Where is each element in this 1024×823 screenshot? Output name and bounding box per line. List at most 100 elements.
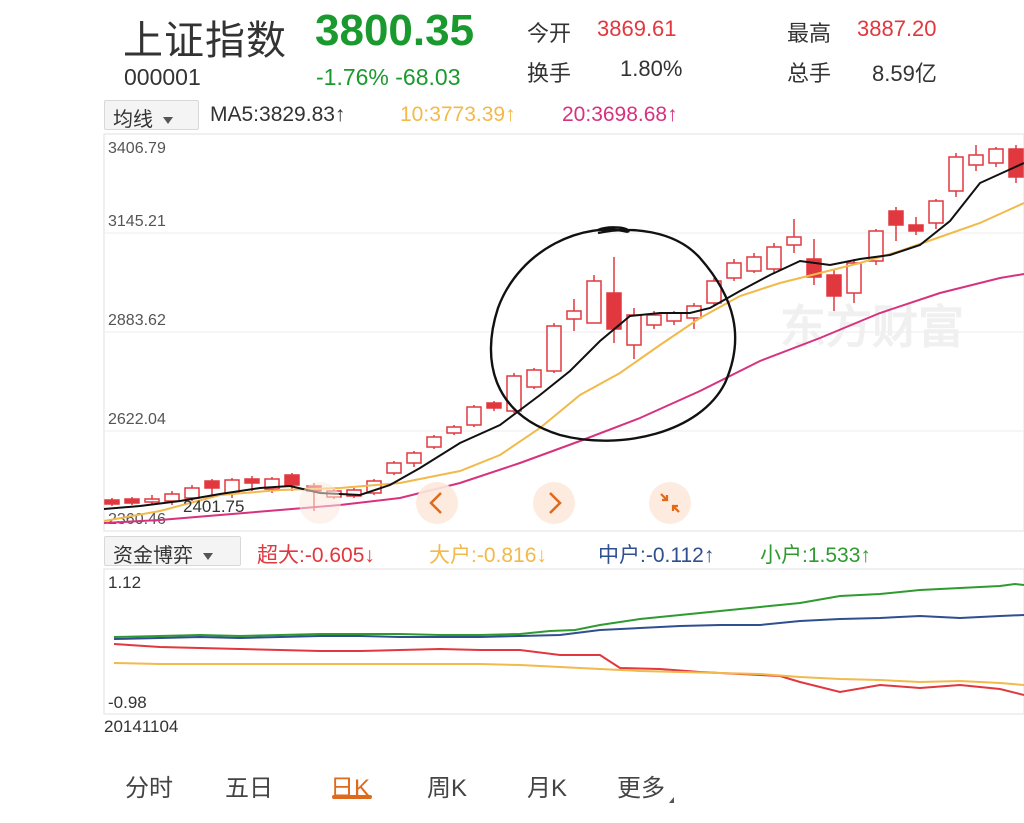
tab-intraday[interactable]: 分时 [125, 775, 173, 802]
current-price: 3800.35 [315, 6, 475, 55]
period-tab-bar: 分时 五日 日K 周K 月K 更多 [0, 750, 1024, 823]
collapse-icon [660, 493, 680, 513]
candle-body [164, 493, 180, 502]
quote-header: 上证指数 000001 3800.35 -1.76% -68.03 今开 386… [0, 0, 1024, 100]
capital-flow-chart[interactable]: 1.12 -0.98 20141104 [0, 568, 1024, 743]
indicator-select-label: 均线 [113, 109, 153, 131]
y-tick-label: 2883.62 [108, 312, 166, 329]
candle-body [666, 312, 682, 322]
capital-y-max: 1.12 [108, 573, 141, 592]
ma5-value: MA5:3829.83↑ [210, 103, 346, 126]
candle-body [726, 262, 742, 279]
y-tick-label: 3406.79 [108, 140, 166, 157]
ma10-value: 10:3773.39↑ [400, 103, 516, 126]
index-name: 上证指数 [123, 19, 287, 63]
capital-y-min: -0.98 [108, 693, 147, 712]
watermark: 东方财富 [780, 300, 964, 354]
tab-more-label: 更多 [617, 775, 665, 802]
active-tab-indicator [332, 795, 372, 799]
medium-value: 中户:-0.112↑ [598, 544, 715, 567]
candle-body [466, 406, 482, 426]
collapse-button[interactable] [649, 482, 691, 524]
capital-select[interactable]: 资金博弈 [104, 536, 241, 567]
turnover-value: 1.80% [620, 56, 683, 81]
capital-plot-frame [103, 568, 1024, 715]
candle-body [124, 498, 140, 504]
candle-body [888, 210, 904, 226]
candle-body [506, 375, 522, 412]
candle-body [526, 369, 542, 388]
candle-body [706, 280, 722, 304]
candle-body [1008, 148, 1024, 178]
large-line [113, 662, 1024, 686]
candle-body [406, 452, 422, 464]
candle-body [948, 156, 964, 192]
candle-body [546, 325, 562, 372]
price-change: -1.76% -68.03 [316, 64, 461, 90]
low-annotation: 2401.75 [183, 497, 244, 516]
candle-body [566, 310, 582, 320]
y-tick-label: 3145.21 [108, 213, 166, 230]
candle-body [766, 246, 782, 270]
index-code: 000001 [124, 64, 201, 90]
candle-body [346, 489, 362, 497]
high-value: 3887.20 [857, 16, 937, 41]
chevron-left-icon [429, 492, 442, 514]
scroll-hint-left [299, 482, 341, 524]
caret-icon [669, 797, 674, 803]
candle-body [386, 462, 402, 474]
ma20-value: 20:3698.68↑ [562, 103, 678, 126]
candle-body [928, 200, 944, 224]
volume-value: 8.59亿 [872, 61, 937, 86]
open-value: 3869.61 [597, 16, 677, 41]
candle-body [826, 274, 842, 297]
large-value: 大户:-0.816↓ [429, 544, 547, 567]
volume-label: 总手 [787, 61, 832, 86]
small-value: 小户:1.533↑ [760, 544, 871, 567]
candle-body [908, 224, 924, 232]
candle-body [486, 402, 502, 409]
candle-body [586, 280, 602, 324]
super-large-value: 超大:-0.605↓ [257, 544, 375, 567]
candle-body [626, 314, 642, 346]
candle-body [284, 474, 300, 486]
indicator-select[interactable]: 均线 [104, 100, 199, 131]
candle-body [968, 154, 984, 166]
tab-five-day[interactable]: 五日 [225, 775, 273, 802]
candle-body [846, 262, 862, 294]
hand-drawn-circle [489, 226, 737, 442]
candle-body [786, 236, 802, 246]
scroll-left-button[interactable] [416, 482, 458, 524]
candle-body [426, 436, 442, 448]
y-tick-label: 2360.46 [108, 511, 166, 528]
open-label: 今开 [527, 21, 572, 46]
ma20-line [103, 273, 1024, 524]
candle-body [264, 478, 280, 490]
high-label: 最高 [787, 21, 832, 46]
capital-date: 20141104 [104, 717, 178, 736]
candle-body [868, 230, 884, 262]
super-large-line [113, 643, 1024, 696]
capital-select-label: 资金博弈 [113, 545, 193, 567]
candle-body [646, 314, 662, 326]
medium-line [113, 614, 1024, 640]
tab-weekly-k[interactable]: 周K [427, 775, 468, 802]
candle-body [746, 256, 762, 272]
kline-chart[interactable]: 东方财富 3406.79 3145.21 2883.62 2622.04 236… [0, 133, 1024, 533]
candle-body [144, 498, 160, 503]
caret-down-icon [203, 553, 213, 561]
small-line [113, 582, 1024, 638]
ma5-line [103, 162, 1024, 510]
candle-body [988, 148, 1004, 164]
candle-body [446, 426, 462, 434]
chevron-right-icon [549, 492, 562, 514]
candle-body [606, 292, 622, 330]
candle-body [204, 480, 220, 489]
turnover-label: 换手 [527, 61, 572, 86]
candle-body [104, 499, 120, 505]
scroll-right-button[interactable] [533, 482, 575, 524]
candle-body [244, 478, 260, 484]
tab-more[interactable]: 更多 [617, 768, 674, 803]
tab-monthly-k[interactable]: 月K [527, 775, 568, 802]
caret-down-icon [163, 117, 173, 125]
